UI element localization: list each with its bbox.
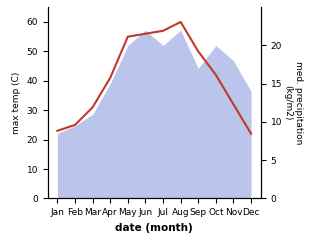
- X-axis label: date (month): date (month): [115, 223, 193, 233]
- Y-axis label: med. precipitation
(kg/m2): med. precipitation (kg/m2): [283, 61, 303, 144]
- Y-axis label: max temp (C): max temp (C): [12, 72, 21, 134]
